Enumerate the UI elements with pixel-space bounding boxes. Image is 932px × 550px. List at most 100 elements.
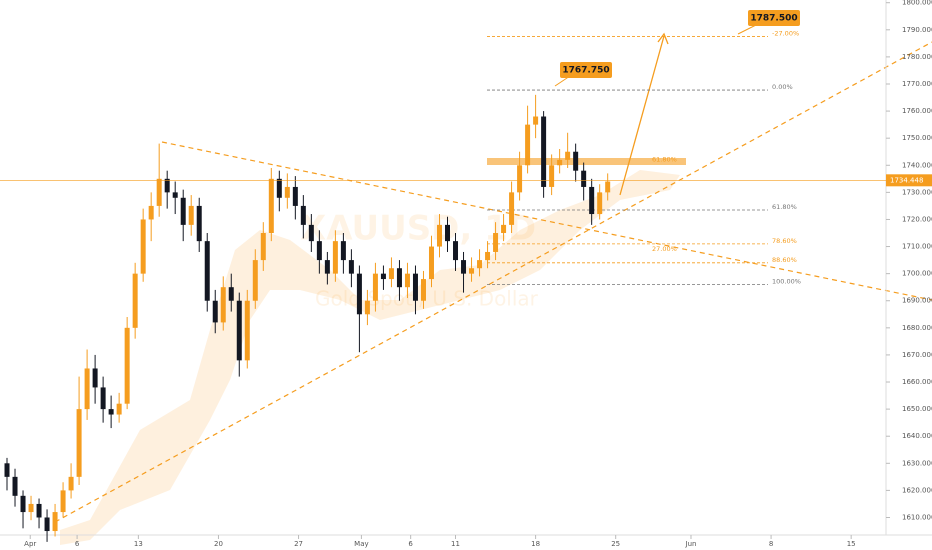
candle-body	[268, 178, 274, 234]
candle-body	[485, 251, 491, 261]
candle-body	[276, 178, 282, 198]
x-tick-label: Apr	[24, 540, 36, 548]
y-tick-label: 1790.000	[902, 26, 932, 34]
y-tick-label: 1770.000	[902, 80, 932, 88]
candle-body	[565, 151, 571, 160]
candle-body	[4, 463, 10, 477]
candle-body	[196, 205, 202, 242]
arrow-head	[657, 32, 669, 45]
last-price-label: 1734.448	[890, 176, 923, 184]
candle-body	[493, 233, 499, 252]
zone	[487, 158, 686, 165]
candle-body	[36, 503, 42, 518]
candle-body	[533, 116, 539, 125]
candle-body	[60, 490, 66, 513]
candle-body	[541, 116, 547, 187]
x-tick-label: 27	[294, 540, 303, 548]
candle-body	[20, 495, 26, 513]
candle-body	[517, 165, 523, 193]
candle-body	[396, 268, 402, 288]
y-tick-label: 1700.000	[902, 270, 932, 278]
candle-body	[605, 181, 611, 193]
candle-body	[380, 273, 386, 280]
candle-body	[252, 260, 258, 301]
candle-body	[68, 476, 74, 491]
candle-body	[212, 300, 218, 323]
y-tick-label: 1620.000	[902, 486, 932, 494]
y-tick-label: 1740.000	[902, 161, 932, 169]
y-tick-label: 1640.000	[902, 432, 932, 440]
candle-body	[204, 241, 210, 301]
candle-body	[172, 192, 178, 198]
fib-label: 88.60%	[772, 256, 797, 264]
y-tick-label: 1660.000	[902, 378, 932, 386]
candle-body	[477, 260, 483, 269]
candle-body	[436, 224, 442, 247]
candle-body	[549, 165, 555, 187]
zone-label: 61.80%	[652, 156, 677, 164]
x-tick-label: 11	[451, 540, 460, 548]
x-tick-label: Jun	[685, 540, 697, 548]
candle-body	[445, 224, 451, 242]
y-tick-label: 1630.000	[902, 459, 932, 467]
y-tick-label: 1780.000	[902, 53, 932, 61]
candle-body	[52, 512, 58, 532]
candle-body	[509, 192, 515, 225]
candle-body	[557, 159, 563, 166]
candle-body	[308, 224, 314, 242]
arrow	[619, 35, 665, 196]
y-tick-label: 1650.000	[902, 405, 932, 413]
y-tick-label: 1610.000	[902, 513, 932, 521]
candle-body	[525, 124, 531, 166]
candle-body	[92, 368, 98, 388]
candle-body	[356, 273, 362, 315]
y-tick-label: 1750.000	[902, 134, 932, 142]
candle-body	[76, 409, 82, 477]
candle-body	[100, 387, 106, 410]
candle-body	[420, 279, 426, 301]
x-tick-label: May	[354, 540, 368, 548]
watermark-description: Gold Spot / U.S. Dollar	[315, 287, 539, 311]
y-tick-label: 1730.000	[902, 188, 932, 196]
x-tick-label: 13	[134, 540, 143, 548]
candle-body	[428, 246, 434, 280]
y-tick-label: 1760.000	[902, 107, 932, 115]
candle-body	[461, 260, 467, 274]
candle-body	[348, 260, 354, 274]
candle-body	[132, 273, 138, 328]
fib-label: 100.00%	[772, 277, 801, 285]
target-label: 1787.500	[750, 14, 797, 24]
candle-body	[220, 287, 226, 323]
zone-label: 27.00%	[652, 245, 677, 253]
candle-body	[469, 268, 475, 274]
candle-body	[140, 219, 146, 274]
y-tick-label: 1710.000	[902, 243, 932, 251]
trend-line	[54, 41, 932, 523]
candle-body	[236, 300, 242, 361]
y-tick-label: 1680.000	[902, 324, 932, 332]
candle-body	[453, 241, 459, 261]
fib-label: -27.00%	[772, 30, 799, 38]
candle-body	[581, 170, 587, 187]
candle-body	[412, 273, 418, 301]
candle-body	[156, 178, 162, 206]
fib-label: 0.00%	[772, 83, 793, 91]
candle-body	[292, 186, 298, 206]
candle-body	[300, 205, 306, 225]
candle-body	[180, 197, 186, 225]
candle-body	[228, 287, 234, 301]
candle-body	[573, 151, 579, 171]
candle-body	[284, 186, 290, 198]
cloud	[60, 170, 680, 545]
fib-label: 61.80%	[772, 203, 797, 211]
candle-body	[324, 260, 330, 274]
candle-body	[364, 300, 370, 315]
candle-body	[316, 241, 322, 261]
candle-body	[260, 233, 266, 261]
candle-body	[148, 205, 154, 220]
x-tick-label: 18	[531, 540, 540, 548]
candle-body	[597, 192, 603, 215]
target-box	[748, 10, 800, 26]
candle-body	[589, 186, 595, 215]
